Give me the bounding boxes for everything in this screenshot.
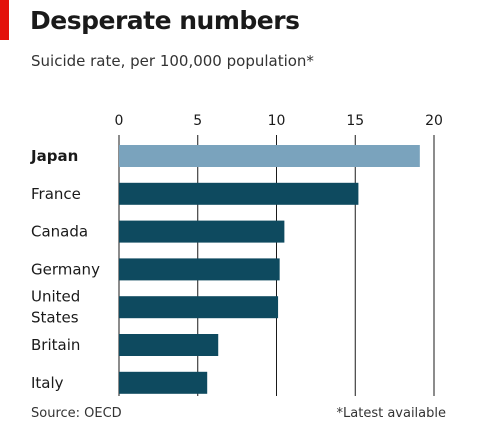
category-label-line: Italy <box>31 374 64 392</box>
category-label-line: France <box>31 185 81 203</box>
bar-britain <box>119 334 219 356</box>
chart-subtitle: Suicide rate, per 100,000 population* <box>31 52 314 70</box>
category-label-line: Canada <box>31 223 88 241</box>
tick-label-10: 10 <box>268 113 286 129</box>
bar-japan <box>119 145 420 167</box>
footnote: *Latest available <box>336 406 446 421</box>
category-label-germany: Germany <box>31 260 100 278</box>
bar-france <box>119 182 359 205</box>
brand-red-tag <box>0 0 9 40</box>
category-label-line: Germany <box>31 260 100 278</box>
category-label-united-states: United States <box>31 288 80 327</box>
category-label-france: France <box>31 185 81 203</box>
source-note: Source: OECD <box>31 406 122 421</box>
category-label-line: States <box>31 309 79 327</box>
bar-germany <box>119 258 280 281</box>
tick-label-20: 20 <box>425 113 443 129</box>
category-label-italy: Italy <box>31 374 64 392</box>
bar-italy <box>119 371 208 394</box>
category-label-line: Britain <box>31 336 80 354</box>
bar-canada <box>119 220 285 243</box>
bar-united-states <box>119 296 279 319</box>
tick-label-5: 5 <box>193 113 202 129</box>
category-label-japan: Japan <box>30 147 78 165</box>
tick-label-0: 0 <box>115 113 124 129</box>
category-label-line: Japan <box>30 147 78 165</box>
category-label-canada: Canada <box>31 223 88 241</box>
category-label-line: United <box>31 288 80 306</box>
tick-label-15: 15 <box>346 113 364 129</box>
chart-title: Desperate numbers <box>30 6 300 35</box>
category-label-britain: Britain <box>31 336 80 354</box>
